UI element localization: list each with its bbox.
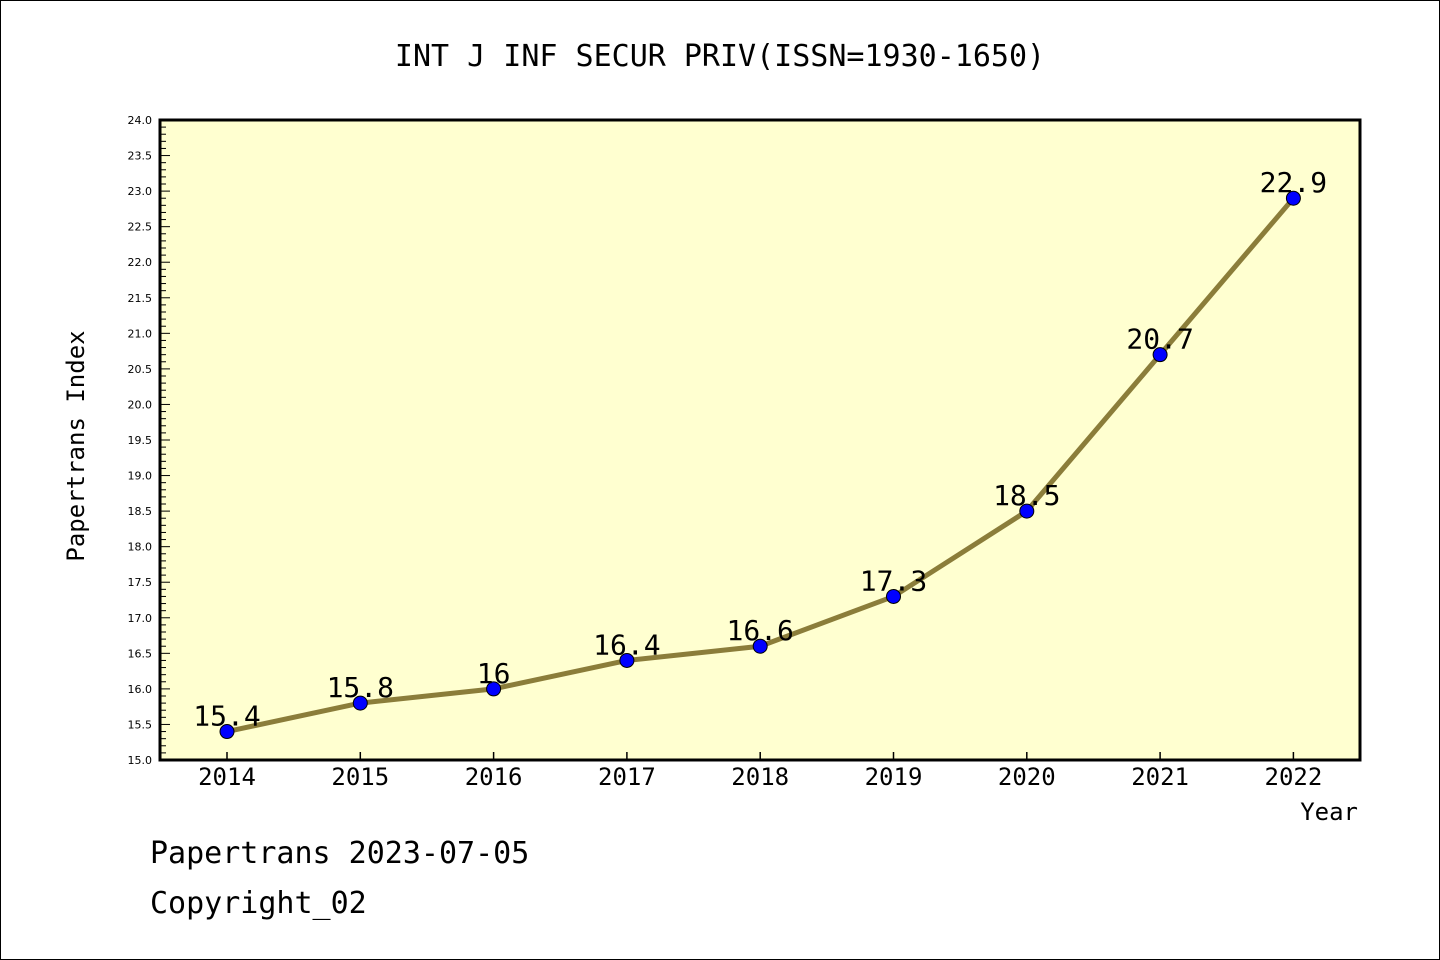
data-point (886, 588, 901, 604)
x-tick-label: 2018 (731, 763, 789, 791)
y-tick-label: 19.0 (128, 470, 153, 483)
data-label: 20.7 (1126, 323, 1193, 356)
data-labels: 15.4 15.8 16 16.4 16.6 17.3 18.5 20.7 22.9 (193, 166, 1327, 732)
y-tick-label: 20.5 (128, 363, 153, 376)
x-tick-label: 2020 (998, 763, 1056, 791)
data-point (1019, 503, 1035, 519)
data-point (619, 652, 635, 668)
y-tick-label: 16.5 (128, 647, 153, 660)
chart-title: INT J INF SECUR PRIV(ISSN=1930-1650) (395, 39, 1045, 74)
data-label: 22.9 (1260, 166, 1327, 199)
y-tick-label: 24.0 (128, 114, 153, 127)
data-point (752, 638, 768, 654)
data-point (219, 724, 235, 740)
plot-border (158, 118, 1362, 762)
x-tick-label: 2019 (865, 763, 923, 791)
data-label: 18.5 (993, 479, 1060, 512)
x-tick-label: 2016 (465, 763, 523, 791)
x-tick-label: 2022 (1265, 763, 1323, 791)
x-tick-label: 2015 (331, 763, 389, 791)
y-tick-label: 22.5 (128, 221, 153, 234)
data-label: 16.6 (726, 614, 793, 647)
y-tick-label: 23.5 (128, 150, 153, 163)
footer-copyright: Copyright_02 (150, 886, 367, 921)
data-label: 15.8 (327, 671, 394, 704)
y-tick-label: 15.5 (128, 718, 153, 731)
y-tick-label: 15.0 (128, 754, 153, 767)
x-tick-label: 2017 (598, 763, 656, 791)
y-tick-label: 23.0 (128, 185, 153, 198)
y-tick-label: 21.5 (128, 292, 153, 305)
y-tick-label: 18.5 (128, 505, 153, 518)
y-tick-label: 20.0 (128, 398, 153, 411)
x-axis-title: Year (1300, 798, 1358, 826)
y-axis-title: Papertrans Index (62, 330, 90, 561)
data-label: 17.3 (860, 564, 927, 597)
y-tick-label: 21.0 (128, 327, 153, 340)
y-tick-label: 17.5 (128, 576, 153, 589)
footer-date: Papertrans 2023-07-05 (150, 836, 530, 871)
data-point (486, 681, 502, 697)
y-tick-labels: 15.0 15.5 16.0 16.5 17.0 17.5 18.0 18.5 19.0 19.5… (128, 114, 153, 767)
data-points (219, 190, 1301, 740)
data-point (352, 695, 368, 711)
data-label: 16.4 (593, 628, 660, 661)
y-tick-label: 22.0 (128, 256, 153, 269)
y-tick-label: 19.5 (128, 434, 153, 447)
y-tick-label: 18.0 (128, 541, 153, 554)
x-tick-labels: 2014 2015 2016 2017 2018 2019 2020 2021 2022 (198, 763, 1322, 791)
y-tick-label: 16.0 (128, 683, 153, 696)
x-tick-label: 2021 (1131, 763, 1189, 791)
plot-area (160, 120, 1360, 760)
x-tick-label: 2014 (198, 763, 256, 791)
y-tick-label: 17.0 (128, 612, 153, 625)
data-point (1152, 347, 1168, 363)
data-label: 15.4 (193, 700, 260, 733)
data-label: 16 (477, 657, 511, 690)
data-point (1285, 190, 1301, 206)
